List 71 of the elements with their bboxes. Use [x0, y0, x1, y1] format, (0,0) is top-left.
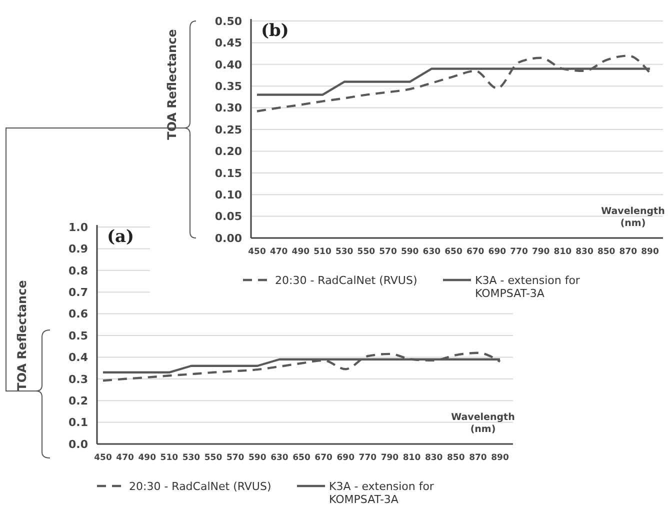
x-tick-label: 670 — [466, 247, 484, 257]
x-tick-label: 650 — [444, 247, 462, 257]
y-tick-label: 0.0 — [68, 438, 88, 451]
x-tick-label: 470 — [116, 453, 134, 463]
x-tick-label: 870 — [469, 453, 487, 463]
x-tick-label: 530 — [182, 453, 200, 463]
y-tick-label: 0.20 — [214, 145, 242, 158]
x-tick-label: 570 — [379, 247, 397, 257]
x-tick-label: 550 — [357, 247, 376, 257]
x-tick-label: 690 — [488, 247, 506, 257]
y-tick-label: 0.6 — [68, 308, 88, 321]
x-tick-label: 790 — [380, 453, 399, 463]
y-tick-label: 0.5 — [68, 329, 88, 342]
y-tick-label: 0.40 — [214, 58, 242, 72]
x-tick-label: 530 — [335, 247, 354, 257]
x-tick-label: 510 — [314, 247, 332, 257]
y-axis-title: TOA Reflectance — [165, 29, 179, 140]
x-axis-title: Wavelength (nm) — [451, 412, 516, 435]
x-tick-label: 850 — [447, 453, 465, 463]
y-tick-label: 0.4 — [68, 351, 88, 364]
x-tick-label: 850 — [597, 247, 616, 257]
x-tick-label: 670 — [314, 453, 333, 463]
chart-title: (a) — [107, 227, 134, 247]
x-tick-label: 830 — [424, 453, 443, 463]
x-tick-label: 830 — [576, 247, 594, 257]
x-tick-label: 490 — [292, 247, 310, 257]
y-tick-label: 0.25 — [214, 123, 242, 136]
x-tick-label: 810 — [402, 453, 421, 463]
x-tick-label: 630 — [270, 453, 288, 463]
x-tick-label: 570 — [226, 453, 244, 463]
y-tick-label: 0.8 — [68, 264, 88, 278]
y-tick-label: 0.3 — [68, 372, 88, 386]
y-tick-label: 0.35 — [214, 80, 242, 93]
y-tick-label: 0.10 — [214, 188, 242, 202]
y-tick-label: 0.05 — [214, 210, 242, 224]
x-tick-label: 770 — [358, 453, 377, 463]
x-tick-label: 630 — [422, 247, 441, 257]
y-tick-label: 0.15 — [214, 166, 242, 180]
x-tick-label: 590 — [400, 247, 419, 257]
y-axis-title: TOA Reflectance — [15, 280, 29, 391]
x-tick-label: 550 — [204, 453, 222, 463]
y-tick-label: 1.0 — [68, 220, 88, 234]
y-tick-label: 0.30 — [214, 102, 242, 115]
x-axis-title: Wavelength (nm) — [601, 206, 666, 229]
y-tick-label: 0.45 — [214, 36, 242, 50]
x-tick-label: 450 — [248, 247, 266, 257]
x-tick-label: 810 — [554, 247, 572, 257]
x-tick-label: 770 — [510, 247, 528, 257]
x-tick-label: 870 — [619, 247, 638, 257]
y-tick-label: 0.50 — [214, 14, 242, 28]
x-tick-label: 590 — [248, 453, 266, 463]
x-tick-label: 890 — [491, 453, 509, 463]
y-tick-label: 0.7 — [68, 286, 88, 299]
legend-label: K3A - extension for KOMPSAT-3A — [329, 480, 434, 506]
x-tick-label: 450 — [94, 453, 112, 463]
x-tick-label: 690 — [336, 453, 355, 463]
legend-label: 20:30 - RadCalNet (RVUS) — [275, 274, 418, 287]
y-tick-label: 0.9 — [68, 242, 88, 256]
x-tick-label: 510 — [160, 453, 178, 463]
chart-title: (b) — [261, 21, 289, 41]
x-tick-label: 890 — [641, 247, 659, 257]
x-tick-label: 790 — [532, 247, 550, 257]
legend-label: 20:30 - RadCalNet (RVUS) — [129, 480, 272, 493]
y-tick-label: 0.00 — [214, 232, 242, 245]
y-tick-label: 0.1 — [68, 416, 88, 430]
x-tick-label: 650 — [292, 453, 310, 463]
x-tick-label: 490 — [138, 453, 156, 463]
x-tick-label: 470 — [270, 247, 288, 257]
legend-label: K3A - extension for KOMPSAT-3A — [475, 274, 580, 300]
y-tick-label: 0.2 — [68, 394, 88, 408]
line-series — [256, 54, 652, 112]
